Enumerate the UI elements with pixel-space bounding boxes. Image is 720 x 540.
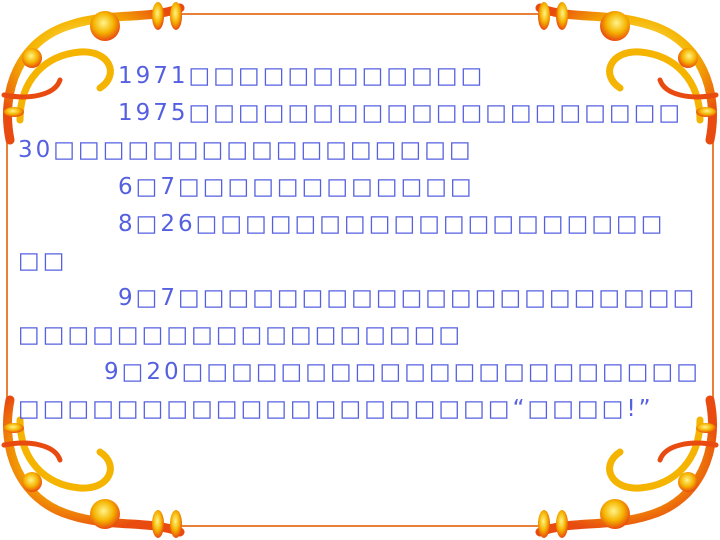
para-1-line-1: 1971□□□□□□□□□□□□ — [118, 63, 486, 89]
frame-right-line — [712, 120, 714, 450]
para-5-line-1: 9□7□□□□□□□□□□□□□□□□□□□□□ — [118, 285, 698, 311]
frame-left-line — [6, 120, 8, 450]
corner-ornament-bottom-left — [1, 395, 185, 538]
para-2-line-2: 30□□□□□□□□□□□□□□□□□ — [18, 137, 474, 163]
para-4-line-1: 8□26□□□□□□□□□□□□□□□□□□□ — [118, 211, 666, 237]
para-5-line-2: □□□□□□□□□□□□□□□□□□ — [18, 322, 464, 348]
para-4-line-2: □□ — [18, 248, 68, 274]
corner-ornament-top-right — [535, 2, 719, 145]
corner-ornament-bottom-right — [535, 395, 719, 538]
para-6-line-1: 9□20□□□□□□□□□□□□□□□□□□□□□ — [104, 359, 701, 385]
corner-ornament-top-left — [1, 2, 185, 145]
para-2-line-1: 1975□□□□□□□□□□□□□□□□□□□□ — [118, 100, 684, 126]
body-text: 1971□□□□□□□□□□□□ 1975□□□□□□□□□□□□□□□□□□□… — [18, 58, 698, 428]
para-3-line-1: 6□7□□□□□□□□□□□□ — [118, 174, 475, 200]
frame-top-line — [170, 13, 550, 15]
frame-bottom-line — [170, 525, 550, 527]
para-6-line-2: □□□□□□□□□□□□□□□□□□□□“□□□□!” — [18, 396, 654, 422]
